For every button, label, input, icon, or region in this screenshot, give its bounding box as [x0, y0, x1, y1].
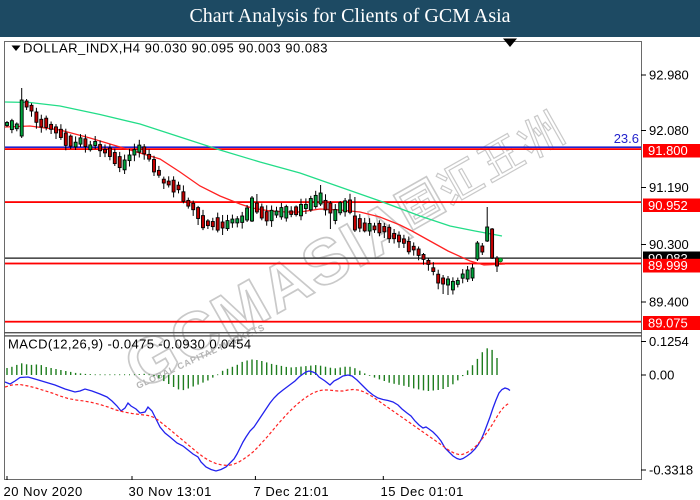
svg-text:20 Nov 2020: 20 Nov 2020 — [4, 484, 83, 499]
svg-text:89.999: 89.999 — [648, 258, 688, 273]
svg-text:0.1254: 0.1254 — [649, 334, 689, 349]
svg-text:7 Dec 21:01: 7 Dec 21:01 — [254, 484, 330, 499]
svg-text:-0.3318: -0.3318 — [649, 463, 693, 478]
svg-text:90.300: 90.300 — [649, 237, 689, 252]
svg-text:91.190: 91.190 — [649, 180, 689, 195]
svg-text:15 Dec 01:01: 15 Dec 01:01 — [381, 484, 464, 499]
svg-text:30 Nov 13:01: 30 Nov 13:01 — [129, 484, 212, 499]
svg-text:89.400: 89.400 — [649, 295, 689, 310]
svg-text:0.00: 0.00 — [649, 368, 674, 383]
svg-text:Chart Analysis for Clients of: Chart Analysis for Clients of GCM Asia — [189, 5, 510, 27]
svg-text:91.800: 91.800 — [648, 143, 688, 158]
svg-text:90.952: 90.952 — [648, 198, 688, 213]
svg-text:DOLLAR_INDX,H4 90.030 90.095: DOLLAR_INDX,H4 90.030 90.095 90.003 90.0… — [23, 41, 328, 56]
svg-text:89.075: 89.075 — [648, 316, 688, 331]
svg-text:92.080: 92.080 — [649, 123, 689, 138]
svg-text:23.6: 23.6 — [614, 131, 639, 146]
svg-text:92.980: 92.980 — [649, 68, 689, 83]
svg-text:MACD(12,26,9) -0.0475 -0.0930: MACD(12,26,9) -0.0475 -0.0930 0.0454 — [8, 337, 252, 352]
